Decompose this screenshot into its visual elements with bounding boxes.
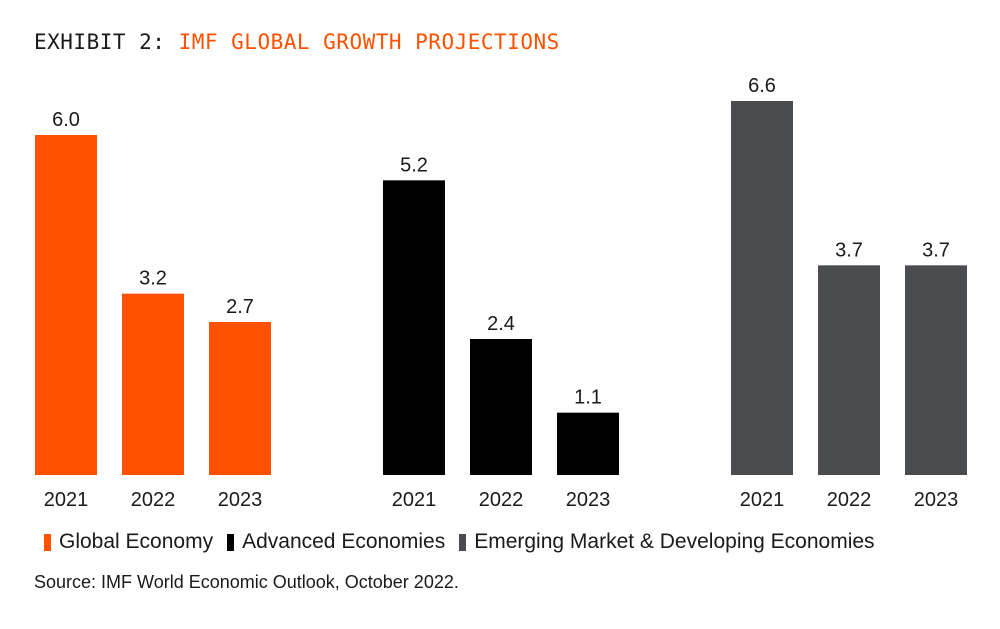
chart-title: EXHIBIT 2: IMF GLOBAL GROWTH PROJECTIONS	[34, 30, 560, 54]
x-tick-label-1-2: 2023	[566, 489, 611, 511]
x-tick-label-0-0: 2021	[44, 489, 89, 511]
bar-2-2023	[905, 265, 967, 475]
data-label-1-2022: 2.4	[487, 313, 515, 335]
x-tick-label-0-1: 2022	[131, 489, 176, 511]
x-tick-label-0-2: 2023	[218, 489, 263, 511]
bar-2-2021	[731, 101, 793, 475]
data-label-2-2023: 3.7	[922, 239, 950, 261]
legend: Global Economy Advanced Economies Emergi…	[44, 530, 889, 554]
bar-0-2023	[209, 322, 271, 475]
data-label-1-2021: 5.2	[400, 154, 428, 176]
legend-label-advanced: Advanced Economies	[242, 530, 446, 553]
legend-swatch-emerging	[459, 533, 467, 551]
legend-label-emerging: Emerging Market & Developing Economies	[474, 530, 875, 553]
title-prefix: EXHIBIT 2:	[34, 30, 166, 54]
data-label-0-2021: 6.0	[52, 109, 80, 131]
bar-1-2022	[470, 339, 532, 475]
bar-1-2021	[383, 180, 445, 476]
data-label-2-2022: 3.7	[835, 239, 863, 261]
bar-0-2022	[122, 293, 184, 475]
legend-label-global: Global Economy	[59, 530, 214, 553]
legend-swatch-advanced	[227, 533, 235, 551]
legend-item-global: Global Economy	[44, 530, 213, 554]
title-main: IMF GLOBAL GROWTH PROJECTIONS	[178, 30, 560, 54]
bar-2-2022	[818, 265, 880, 475]
source-note: Source: IMF World Economic Outlook, Octo…	[34, 572, 459, 592]
data-label-0-2023: 2.7	[226, 296, 254, 318]
bar-chart: 6.0 2021 3.2 2022 2.7 2023 5.2 2021 2.4 2022 1.1 20…	[35, 75, 967, 511]
legend-swatch-global	[44, 533, 51, 551]
bar-1-2023	[557, 412, 619, 475]
x-tick-label-1-0: 2021	[392, 489, 437, 511]
legend-item-advanced: Advanced Economies	[227, 530, 445, 554]
x-tick-label-2-0: 2021	[740, 489, 785, 511]
x-tick-label-2-2: 2023	[914, 489, 959, 511]
data-label-0-2022: 3.2	[139, 268, 167, 290]
legend-item-emerging: Emerging Market & Developing Economies	[459, 530, 875, 554]
bar-0-2021	[35, 135, 97, 475]
x-tick-label-2-1: 2022	[827, 489, 872, 511]
data-label-1-2023: 1.1	[574, 387, 602, 409]
x-tick-label-1-1: 2022	[479, 489, 524, 511]
data-label-2-2021: 6.6	[748, 75, 776, 97]
